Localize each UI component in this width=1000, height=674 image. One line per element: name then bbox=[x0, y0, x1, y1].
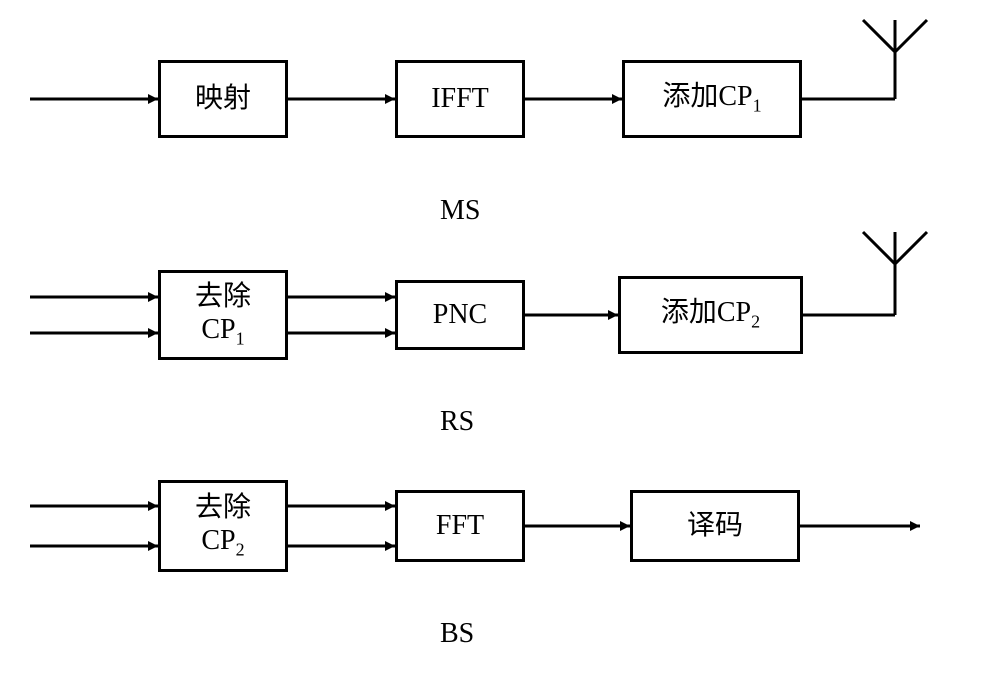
antenna-rs-left bbox=[863, 232, 895, 264]
block-fft-label: FFT bbox=[436, 509, 484, 543]
block-ifft: IFFT bbox=[395, 60, 525, 138]
block-add-cp1-label: 添加CP1 bbox=[662, 80, 761, 117]
block-ifft-label: IFFT bbox=[431, 82, 489, 116]
block-remove-cp2: 去除CP2 bbox=[158, 480, 288, 572]
block-add-cp1: 添加CP1 bbox=[622, 60, 802, 138]
block-remove-cp2-label: 去除CP2 bbox=[195, 491, 251, 562]
block-pnc-label: PNC bbox=[433, 298, 487, 332]
row-rs-label: RS bbox=[440, 406, 474, 438]
block-add-cp2: 添加CP2 bbox=[618, 276, 803, 354]
block-mapping: 映射 bbox=[158, 60, 288, 138]
row-bs-label: BS bbox=[440, 618, 474, 650]
block-remove-cp1-label: 去除CP1 bbox=[195, 280, 251, 351]
block-pnc: PNC bbox=[395, 280, 525, 350]
block-decode: 译码 bbox=[630, 490, 800, 562]
antenna-ms-left bbox=[863, 20, 895, 52]
block-mapping-label: 映射 bbox=[195, 82, 251, 116]
block-add-cp2-label: 添加CP2 bbox=[661, 296, 760, 333]
antenna-rs-right bbox=[895, 232, 927, 264]
block-remove-cp1: 去除CP1 bbox=[158, 270, 288, 360]
antenna-ms-right bbox=[895, 20, 927, 52]
row-ms-label: MS bbox=[440, 195, 480, 227]
block-fft: FFT bbox=[395, 490, 525, 562]
block-decode-label: 译码 bbox=[687, 509, 743, 543]
